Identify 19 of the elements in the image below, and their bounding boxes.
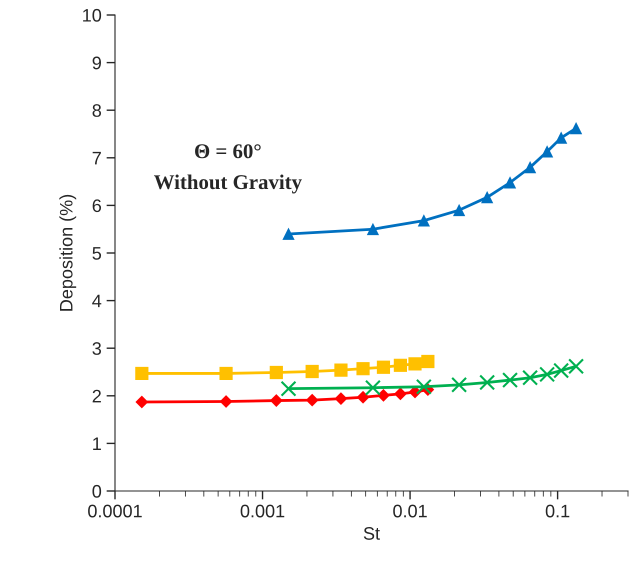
- x-axis-title: St: [364, 527, 380, 540]
- x-tick-label: 0.0001: [88, 504, 142, 518]
- x-tick-label: 0.01: [393, 504, 427, 518]
- y-tick-label: 1: [93, 438, 101, 450]
- y-tick-label: 3: [92, 342, 102, 355]
- y-tick-label: 0: [92, 484, 102, 498]
- y-tick-label: 10: [83, 8, 102, 22]
- y-tick-label: 8: [92, 104, 102, 117]
- y-tick-label: 2: [92, 390, 101, 402]
- y-tick-label: 7: [92, 152, 101, 164]
- y-tick-label: 5: [92, 247, 102, 260]
- x-tick-label: 0.001: [240, 504, 284, 518]
- annotation: Θ = 60°: [195, 144, 261, 158]
- x-tick-label: 0.1: [546, 504, 570, 518]
- y-tick-label: 9: [92, 56, 101, 70]
- y-tick-label: 6: [92, 199, 102, 212]
- y-tick-label: 4: [92, 294, 102, 308]
- y-axis-title: Deposition (%): [59, 194, 76, 311]
- annotation: Without Gravity: [154, 174, 302, 194]
